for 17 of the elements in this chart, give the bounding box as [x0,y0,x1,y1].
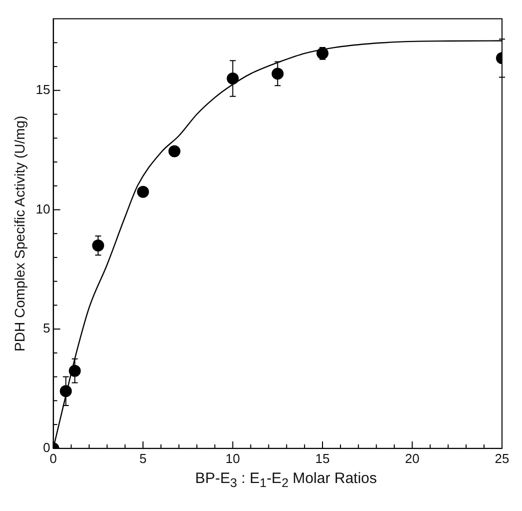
point [92,240,104,252]
point [137,186,150,198]
y-tick-label: 0 [43,440,50,455]
point [226,72,239,84]
x-axis-title: BP-E$_{3}$ : E$_{1}$-E$_{2}$ Molar Ratios [194,470,378,490]
x-tick-label: 25 [494,450,510,466]
x-tick-label: 20 [405,450,420,466]
y-tick-label: 10 [36,201,50,216]
y-tick-label: 15 [36,82,50,97]
point [168,145,180,158]
point [60,385,72,398]
y-axis-title: PDH Complex Specific Activity (U/mg) [11,116,28,352]
y-tick-label: 5 [43,320,50,336]
x-tick-label: 15 [315,450,330,466]
point [272,68,284,80]
x-tick-label: 5 [139,450,147,466]
x-tick-label: 10 [226,450,240,466]
